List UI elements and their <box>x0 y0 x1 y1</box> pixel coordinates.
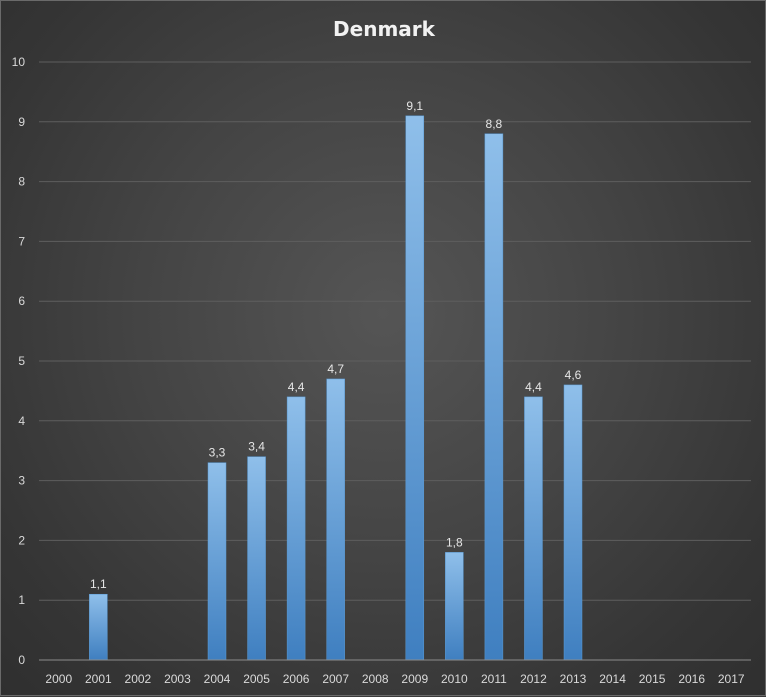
data-label: 1,8 <box>446 535 463 549</box>
y-tick-label: 9 <box>18 115 25 129</box>
y-tick-label: 10 <box>12 55 26 69</box>
x-tick-label: 2008 <box>362 672 389 686</box>
x-tick-label: 2015 <box>639 672 666 686</box>
bars <box>89 115 583 661</box>
x-tick-label: 2006 <box>283 672 310 686</box>
bar <box>445 552 464 661</box>
data-label: 4,4 <box>288 380 305 394</box>
x-tick-label: 2012 <box>520 672 547 686</box>
data-label: 8,8 <box>486 117 503 131</box>
x-tick-label: 2004 <box>204 672 231 686</box>
y-tick-label: 7 <box>18 234 25 248</box>
data-labels: 1,1 3,3 3,4 4,4 4,7 9,1 1,8 8,8 4,4 4,6 <box>90 99 582 591</box>
data-label: 4,7 <box>327 362 344 376</box>
x-tick-label: 2001 <box>85 672 112 686</box>
data-label: 3,3 <box>209 446 226 460</box>
bar <box>247 456 266 661</box>
x-tick-label: 2011 <box>481 672 507 686</box>
x-tick-label: 2000 <box>45 672 72 686</box>
y-tick-label: 1 <box>18 593 25 607</box>
bar <box>484 133 504 661</box>
bar <box>207 462 227 661</box>
x-tick-label: 2005 <box>243 672 270 686</box>
y-tick-label: 8 <box>18 175 25 189</box>
x-tick-label: 2003 <box>164 672 191 686</box>
data-label: 1,1 <box>90 577 107 591</box>
y-tick-label: 0 <box>18 653 25 667</box>
x-tick-label: 2002 <box>125 672 152 686</box>
x-tick-label: 2017 <box>718 672 745 686</box>
gridlines <box>39 61 751 601</box>
x-axis-ticks: 2000 2001 2002 2003 2004 2005 2006 2007 2008 2009… <box>45 672 744 686</box>
bar <box>563 384 583 661</box>
bar <box>286 396 306 661</box>
bar <box>524 396 543 661</box>
x-tick-label: 2013 <box>560 672 587 686</box>
chart-title: Denmark <box>333 17 436 41</box>
y-tick-label: 4 <box>18 414 25 428</box>
y-tick-label: 6 <box>18 294 25 308</box>
data-label: 4,6 <box>565 368 582 382</box>
bar <box>326 378 345 661</box>
bar <box>405 115 425 661</box>
y-axis-ticks: 0 1 2 3 4 5 6 7 8 9 10 <box>12 55 26 667</box>
y-tick-label: 5 <box>18 354 25 368</box>
x-tick-label: 2016 <box>678 672 705 686</box>
y-tick-label: 2 <box>18 533 25 547</box>
y-tick-label: 3 <box>18 474 25 488</box>
x-tick-label: 2007 <box>322 672 349 686</box>
data-label: 9,1 <box>406 99 423 113</box>
data-label: 4,4 <box>525 380 542 394</box>
bar <box>89 593 108 661</box>
x-tick-label: 2009 <box>401 672 428 686</box>
x-tick-label: 2010 <box>441 672 468 686</box>
data-label: 3,4 <box>248 440 265 454</box>
x-tick-label: 2014 <box>599 672 626 686</box>
